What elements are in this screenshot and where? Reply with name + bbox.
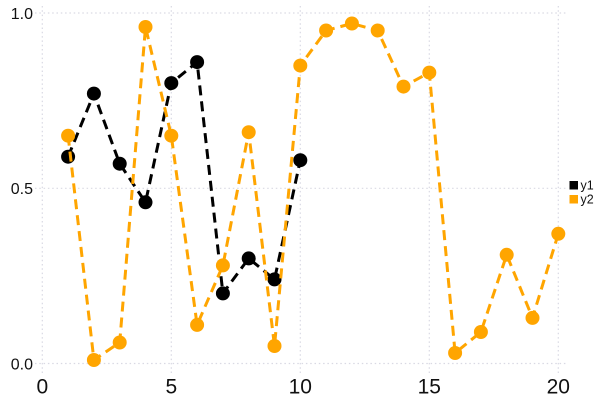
data-point-y2: [499, 247, 514, 262]
data-point-y2: [293, 58, 308, 73]
data-point-y2: [267, 339, 282, 353]
legend-marker-icon: [569, 181, 578, 190]
x-tick-label: 10: [289, 376, 312, 399]
data-point-y1: [293, 153, 308, 168]
data-point-y1: [138, 195, 153, 210]
data-point-y1: [86, 86, 101, 101]
x-tick-label: 0: [36, 376, 48, 399]
y-tick-label: 1.0: [11, 6, 33, 23]
data-point-y2: [448, 346, 463, 360]
data-point-y1: [241, 251, 256, 266]
data-point-y2: [86, 353, 101, 367]
y-tick-label: 0.5: [11, 181, 33, 198]
data-point-y2: [138, 20, 153, 34]
x-tick-label: 20: [547, 376, 570, 399]
series-y1: [61, 55, 308, 301]
data-point-y1: [215, 286, 230, 301]
series-line-y1: [66, 59, 302, 298]
legend-label: y2: [581, 192, 594, 206]
legend-item-y1: y1: [569, 178, 594, 192]
data-point-y2: [551, 226, 566, 241]
data-point-y2: [319, 23, 334, 38]
legend-marker-icon: [569, 195, 578, 204]
series-y2: [61, 16, 566, 367]
data-point-y2: [241, 125, 256, 140]
series-line-y2: [66, 21, 560, 363]
data-point-y2: [525, 310, 540, 325]
data-point-y2: [396, 79, 411, 94]
data-point-y2: [112, 335, 127, 350]
data-point-y2: [190, 317, 205, 332]
data-point-y1: [267, 272, 282, 287]
x-tick-label: 15: [418, 376, 441, 399]
data-point-y1: [61, 149, 76, 164]
data-point-y2: [344, 16, 359, 31]
data-point-y1: [190, 55, 205, 70]
data-point-y2: [473, 325, 488, 339]
data-point-y1: [112, 156, 127, 171]
data-point-y2: [61, 128, 76, 143]
tick-labels: 0 5 10 15 20 0.0 0.5 1.0: [11, 6, 570, 399]
data-point-y2: [215, 258, 230, 273]
legend-label: y1: [581, 178, 594, 192]
legend-item-y2: y2: [569, 192, 594, 206]
x-tick-label: 5: [165, 376, 177, 399]
data-point-y1: [164, 76, 179, 91]
y-tick-label: 0.0: [11, 356, 33, 373]
data-point-y2: [370, 23, 385, 38]
data-point-y2: [164, 128, 179, 143]
data-point-y2: [422, 65, 437, 80]
